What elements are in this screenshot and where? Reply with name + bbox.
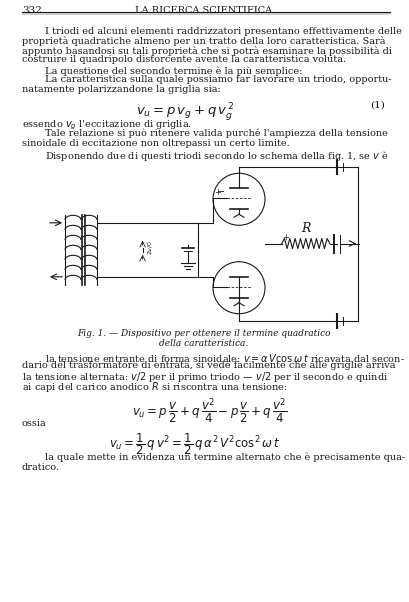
- Text: −: −: [217, 187, 225, 197]
- Text: Disponendo due di questi triodi secondo lo schema della fig. 1, se $v$ è: Disponendo due di questi triodi secondo …: [45, 149, 389, 163]
- Text: ossia: ossia: [22, 418, 47, 427]
- Text: della caratteristica.: della caratteristica.: [160, 338, 249, 347]
- Text: proprietà quadratiche almeno per un tratto della loro caratteristica. Sarà: proprietà quadratiche almeno per un trat…: [22, 37, 386, 46]
- Text: La questione del secondo termine è la più semplice:: La questione del secondo termine è la pi…: [45, 66, 302, 75]
- Text: +: +: [214, 188, 221, 197]
- Text: R: R: [301, 222, 310, 235]
- Text: Tale relazione si può ritenere valida purché l'ampiezza della tensione: Tale relazione si può ritenere valida pu…: [45, 129, 388, 138]
- Text: appunto basandosi su tali proprietà che si potrà esaminare la possibilità di: appunto basandosi su tali proprietà che …: [22, 46, 392, 56]
- Text: dratico.: dratico.: [22, 462, 60, 471]
- Text: $v_u = \dfrac{1}{2}\,q\,v^2 = \dfrac{1}{2}\,q\,\alpha^2\,V^2\cos^2\omega\,t$: $v_u = \dfrac{1}{2}\,q\,v^2 = \dfrac{1}{…: [109, 431, 281, 457]
- Text: Fig. 1. — Dispositivo per ottenere il termine quadratico: Fig. 1. — Dispositivo per ottenere il te…: [77, 329, 331, 338]
- Text: dario del trasformatore di entrata, si vede facilmente che alle griglie arriva: dario del trasformatore di entrata, si v…: [22, 361, 396, 370]
- Text: essendo $v_g$ l'eccitazione di griglia.: essendo $v_g$ l'eccitazione di griglia.: [22, 119, 192, 132]
- Text: la quale mette in evidenza un termine alternato che è precisamente qua-: la quale mette in evidenza un termine al…: [45, 453, 405, 462]
- Text: $v_u = p\,v_g + q\,v_g^{\,2}$: $v_u = p\,v_g + q\,v_g^{\,2}$: [136, 101, 234, 122]
- Text: La caratteristica sulla quale possiamo far lavorare un triodo, opportu-: La caratteristica sulla quale possiamo f…: [45, 75, 392, 84]
- Text: $2v/0$: $2v/0$: [146, 240, 154, 255]
- Text: (1): (1): [370, 101, 385, 110]
- Text: +: +: [282, 234, 289, 243]
- Text: costruire il quadripolo distorcente avente la caratteristica voluta.: costruire il quadripolo distorcente aven…: [22, 55, 346, 64]
- Text: natamente polarizzandone la griglia sia:: natamente polarizzandone la griglia sia:: [22, 85, 221, 94]
- Text: LA RICERCA SCIENTIFICA: LA RICERCA SCIENTIFICA: [135, 6, 272, 15]
- Text: 332: 332: [22, 6, 42, 15]
- Text: ai capi del carico anodico $R$ si riscontra una tensione:: ai capi del carico anodico $R$ si riscon…: [22, 380, 288, 394]
- Text: la tensione entrante di forma sinoidale: $v = \alpha\,V\cos\omega\,t$ ricavata d: la tensione entrante di forma sinoidale:…: [45, 352, 405, 364]
- Text: I triodi ed alcuni elementi raddrizzatori presentano effettivamente delle: I triodi ed alcuni elementi raddrizzator…: [45, 27, 402, 36]
- Text: sinoidale di eccitazione non oltrepassi un certo limite.: sinoidale di eccitazione non oltrepassi …: [22, 138, 290, 147]
- Text: $v_u = p\,\dfrac{v}{2} + q\,\dfrac{v^2}{4} - p\,\dfrac{v}{2} + q\,\dfrac{v^2}{4}: $v_u = p\,\dfrac{v}{2} + q\,\dfrac{v^2}{…: [133, 397, 288, 426]
- Text: la tensione alternata: $v/2$ per il primo triodo — $v/2$ per il secondo e quindi: la tensione alternata: $v/2$ per il prim…: [22, 370, 388, 385]
